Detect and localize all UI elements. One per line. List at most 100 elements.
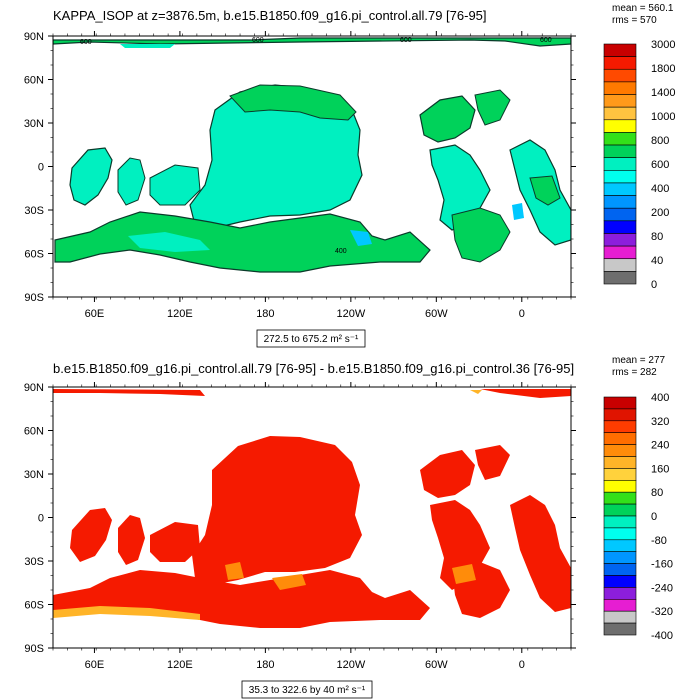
- y-tick-label: 60N: [24, 75, 44, 87]
- panel-2-region-atlantic-ne: [475, 445, 510, 480]
- colorbar-swatch: [603, 491, 637, 505]
- y-tick-label: 90N: [24, 382, 44, 394]
- panel-2: b.e15.B1850.f09_g16.pi_control.all.79 [7…: [24, 355, 673, 699]
- panel-2-region-maritime: [150, 522, 200, 562]
- y-tick-label: 90S: [24, 643, 44, 655]
- panel-2-arctic-strip: [53, 389, 205, 396]
- colorbar-label: 320: [651, 416, 669, 428]
- panel-1-mean: mean = 560.1: [612, 3, 674, 14]
- colorbar-label: 80: [651, 231, 663, 243]
- y-tick-label: 60S: [24, 249, 44, 261]
- colorbar-swatch: [603, 157, 637, 171]
- panel-1: KAPPA_ISOP at z=3876.5m, b.e15.B1850.f09…: [24, 3, 675, 348]
- x-tick-label: 120W: [336, 308, 365, 320]
- panel-1-pacific-north-green: [229, 84, 357, 121]
- y-tick-label: 0: [38, 162, 44, 174]
- x-tick-label: 60E: [85, 659, 105, 671]
- y-tick-label: 30S: [24, 556, 44, 568]
- x-tick-label: 180: [256, 308, 274, 320]
- colorbar-swatch: [603, 610, 637, 624]
- colorbar-swatch: [603, 144, 637, 158]
- colorbar-swatch: [603, 408, 637, 422]
- panel-2-region-indian: [70, 508, 112, 562]
- panel-1-contour-label: 600: [252, 37, 264, 44]
- panel-2-southern-orange: [53, 606, 200, 620]
- colorbar-swatch: [603, 587, 637, 600]
- colorbar-label: -80: [651, 535, 667, 547]
- colorbar-swatch: [603, 420, 637, 433]
- colorbar-label: 200: [651, 207, 669, 219]
- colorbar-swatch: [603, 119, 637, 133]
- colorbar-swatch: [603, 622, 637, 636]
- colorbar-swatch: [603, 258, 637, 272]
- colorbar-label: 600: [651, 159, 669, 171]
- colorbar-swatch: [603, 575, 637, 588]
- panel-2-colorbar: 400 320 240 160 80 0 -80 -160 -240 -320 -400: [603, 392, 673, 642]
- colorbar-label: 3000: [651, 39, 675, 51]
- panel-2-region-pacific: [192, 436, 362, 585]
- panel-2-range-label: 35.3 to 322.6 by 40 m² s⁻¹: [249, 685, 366, 696]
- x-tick-label: 60W: [425, 308, 448, 320]
- panel-1-y-ticks: 90N 60N 30N 0 30S 60S 90S: [24, 31, 576, 304]
- colorbar-swatch: [603, 515, 637, 529]
- panel-1-contour-label: 600: [540, 37, 552, 44]
- colorbar-swatch: [603, 527, 637, 541]
- colorbar-swatch: [603, 539, 637, 552]
- colorbar-swatch: [603, 551, 637, 564]
- panel-1-region-india-west: [117, 157, 146, 206]
- x-tick-label: 60E: [85, 308, 105, 320]
- panel-1-contour-label: 600: [80, 39, 92, 46]
- x-tick-label: 120E: [167, 659, 193, 671]
- colorbar-label: 0: [651, 279, 657, 291]
- y-tick-label: 30S: [24, 205, 44, 217]
- panel-1-region-indian: [69, 147, 113, 206]
- colorbar-swatch: [603, 81, 637, 95]
- panel-2-arctic-edge: [470, 390, 482, 394]
- panel-2-rms: rms = 282: [612, 367, 657, 378]
- x-tick-label: 0: [519, 659, 525, 671]
- colorbar-swatch: [603, 207, 637, 222]
- panel-2-region-east-edge: [510, 495, 571, 612]
- colorbar-label: 800: [651, 135, 669, 147]
- panel-2-region-atlantic-north: [420, 450, 475, 498]
- panel-1-map: 600 600 600 600 400: [53, 37, 571, 273]
- panel-1-region-maritime: [149, 164, 201, 206]
- colorbar-swatch: [603, 468, 637, 481]
- panel-1-region-atlantic-sgreen: [451, 207, 511, 263]
- colorbar-swatch: [603, 182, 637, 196]
- panel-2-range-box: [241, 680, 373, 699]
- colorbar-swatch: [603, 106, 637, 121]
- panel-2-atlantic-orange: [452, 564, 476, 584]
- colorbar-swatch: [603, 479, 637, 493]
- panel-2-southern-orange-patch: [272, 574, 306, 590]
- panel-2-x-ticks: 60E 120E 180 120W 60W 0: [52, 382, 572, 671]
- panel-1-southern-blue: [350, 230, 372, 246]
- panel-1-region-atlantic-north: [419, 95, 476, 143]
- x-tick-label: 0: [519, 308, 525, 320]
- panel-1-region-east-green: [529, 175, 561, 206]
- colorbar-swatch: [603, 245, 637, 260]
- panel-2-region-southern-band: [53, 570, 430, 628]
- colorbar-swatch: [603, 56, 637, 70]
- colorbar-label: 1800: [651, 63, 675, 75]
- colorbar-swatch: [603, 503, 637, 517]
- colorbar-label: 400: [651, 392, 669, 404]
- colorbar-label: 1000: [651, 111, 675, 123]
- colorbar-swatch: [603, 43, 637, 57]
- x-tick-label: 60W: [425, 659, 448, 671]
- colorbar-label: -240: [651, 582, 673, 594]
- x-tick-label: 120W: [336, 659, 365, 671]
- colorbar-swatch: [603, 170, 637, 184]
- colorbar-swatch: [603, 271, 637, 285]
- panel-2-mean: mean = 277: [612, 355, 666, 366]
- colorbar-label: -400: [651, 630, 673, 642]
- panel-2-arctic-right: [480, 389, 571, 398]
- panel-1-range-box: [256, 329, 366, 348]
- x-tick-label: 180: [256, 659, 274, 671]
- x-tick-label: 120E: [167, 308, 193, 320]
- panel-1-title: KAPPA_ISOP at z=3876.5m, b.e15.B1850.f09…: [53, 8, 487, 23]
- colorbar-swatch: [603, 195, 637, 209]
- panel-1-contour-label: 400: [335, 248, 347, 255]
